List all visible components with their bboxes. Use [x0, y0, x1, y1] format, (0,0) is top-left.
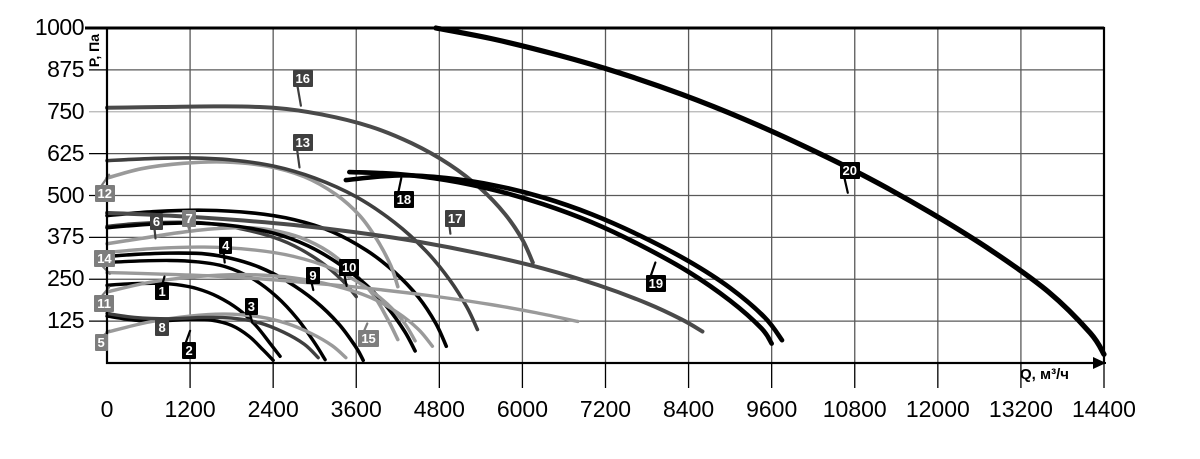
- curve-badge-8: 8: [155, 318, 169, 336]
- y-tick-label: 1000: [34, 14, 85, 40]
- curve-badge-18: 18: [393, 190, 415, 208]
- curve-badge-15: 15: [358, 329, 379, 347]
- curve-badge-4: 4: [219, 237, 233, 255]
- curve-badge-2: 2: [182, 341, 196, 359]
- y-tick-label: 250: [47, 265, 84, 292]
- curve-9: [105, 221, 417, 353]
- curve-badge-3: 3: [244, 298, 258, 316]
- curve-badge-11: 11: [94, 295, 114, 313]
- curve-badge-10: 10: [338, 259, 360, 277]
- curve-badge-19: 19: [645, 275, 667, 293]
- curve-10: [105, 208, 449, 349]
- x-tick-label: 13200: [988, 396, 1053, 422]
- x-tick-label: 12000: [905, 396, 970, 422]
- grid-lines: [89, 27, 1105, 388]
- curve-14: [105, 270, 580, 324]
- curve-badge-14: 14: [94, 250, 115, 268]
- curve-badge-9: 9: [306, 266, 320, 284]
- x-axis-title: Q, м³/ч: [1020, 366, 1069, 383]
- y-tick-label: 500: [47, 181, 84, 208]
- y-axis-title: P, Па: [86, 34, 102, 68]
- x-tick-label: 9600: [746, 396, 798, 422]
- curve-12: [105, 160, 400, 289]
- x-tick-label: 2400: [247, 396, 299, 422]
- curve-badge-6: 6: [149, 212, 164, 230]
- curve-badge-5: 5: [94, 334, 108, 352]
- curve-badge-20: 20: [839, 162, 860, 180]
- curve-group: [105, 25, 1107, 363]
- y-tick-label: 750: [47, 97, 84, 124]
- curve-13: [105, 156, 480, 332]
- curve-20: [433, 25, 1107, 357]
- x-tick-label: 6000: [496, 396, 548, 422]
- x-tick-label: 0: [100, 396, 114, 422]
- curve-badge-13: 13: [292, 133, 314, 151]
- curve-badge-16: 16: [292, 69, 314, 87]
- curve-15: [105, 245, 417, 343]
- curve-7: [105, 225, 400, 342]
- y-tick-label: 625: [47, 139, 84, 166]
- x-tick-label: 10800: [822, 396, 887, 422]
- x-tick-label: 7200: [579, 396, 632, 422]
- curve-2: [105, 314, 275, 363]
- y-tick-label: 125: [47, 307, 84, 334]
- x-tick-label: 14400: [1072, 396, 1136, 422]
- curve-badge-12: 12: [94, 184, 115, 202]
- x-axis-tick-labels: 0 1200 2400 3600 4800 6000 7200 8400 9600 10800 12…: [0, 398, 1200, 432]
- x-tick-label: 8400: [662, 396, 715, 422]
- curve-17: [105, 210, 705, 334]
- y-axis-tick-labels: 1000 875 750 625 500 375 250 125: [0, 0, 85, 380]
- y-tick-label: 375: [47, 223, 84, 250]
- x-tick-label: 4800: [413, 396, 465, 422]
- curve-badge-17: 17: [444, 210, 466, 228]
- x-tick-label: 1200: [164, 396, 216, 422]
- curve-4: [105, 251, 365, 363]
- y-tick-label: 875: [47, 55, 84, 82]
- curve-8: [105, 311, 320, 360]
- curve-16: [105, 104, 535, 265]
- x-tick-label: 3600: [330, 396, 382, 422]
- curve-19: [343, 173, 785, 343]
- curve-badge-7: 7: [182, 210, 196, 228]
- curve-badge-1: 1: [155, 282, 169, 300]
- leader-line-2: [184, 329, 192, 344]
